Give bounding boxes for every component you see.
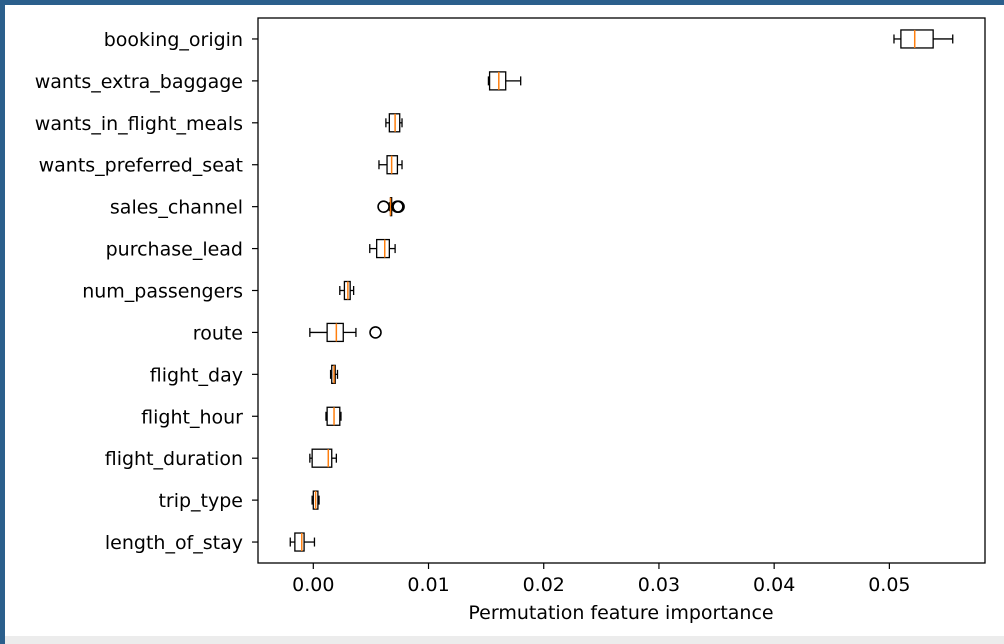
x-tick-label: 0.03 [638,574,680,596]
x-tick-label: 0.02 [523,574,565,596]
outlier-point [377,200,390,213]
box-iqr [294,532,305,552]
box-group [289,532,316,552]
x-axis-title: Permutation feature importance [468,602,773,624]
category-label: route [193,322,243,344]
box-group [325,406,342,426]
category-label: wants_extra_baggage [35,71,243,93]
category-label: length_of_stay [105,532,243,554]
x-tick-label: 0.00 [292,574,334,596]
box-group [369,238,396,259]
category-label: flight_day [150,364,243,386]
category-label: purchase_lead [106,239,243,261]
box-iqr [311,448,333,468]
box-group [377,197,405,217]
box-iqr [488,71,507,91]
box-group [385,113,403,133]
box-group [309,322,382,343]
box-iqr [376,238,390,259]
x-tick-label: 0.01 [407,574,449,596]
box-iqr [900,29,934,49]
box-group [893,29,954,49]
category-label: num_passengers [82,281,243,303]
boxes [289,29,954,552]
x-tick-label: 0.04 [753,574,795,596]
box-group [339,280,355,301]
x-axis-ticks: 0.00 0.01 0.02 0.03 0.04 0.05 [292,563,911,596]
category-label: booking_origin [104,29,243,51]
plot-area [257,17,986,564]
box-group [487,71,522,91]
category-label: wants_preferred_seat [39,155,243,177]
box-iqr [326,322,344,343]
outlier-point [392,200,405,213]
figure-frame [5,5,1004,636]
box-group [378,155,403,175]
category-label: flight_duration [105,448,243,470]
box-group [309,448,337,468]
category-label: trip_type [158,490,243,512]
box-group [311,490,320,510]
bottom-strip [5,636,1004,644]
y-axis-categories: booking_origin wants_extra_baggage wants_i… [35,29,258,554]
box-group [329,364,339,384]
category-label: sales_channel [110,197,243,219]
category-label: wants_in_flight_meals [35,113,243,135]
x-tick-label: 0.05 [868,574,910,596]
outlier-point [369,326,382,339]
category-label: flight_hour [141,406,243,428]
